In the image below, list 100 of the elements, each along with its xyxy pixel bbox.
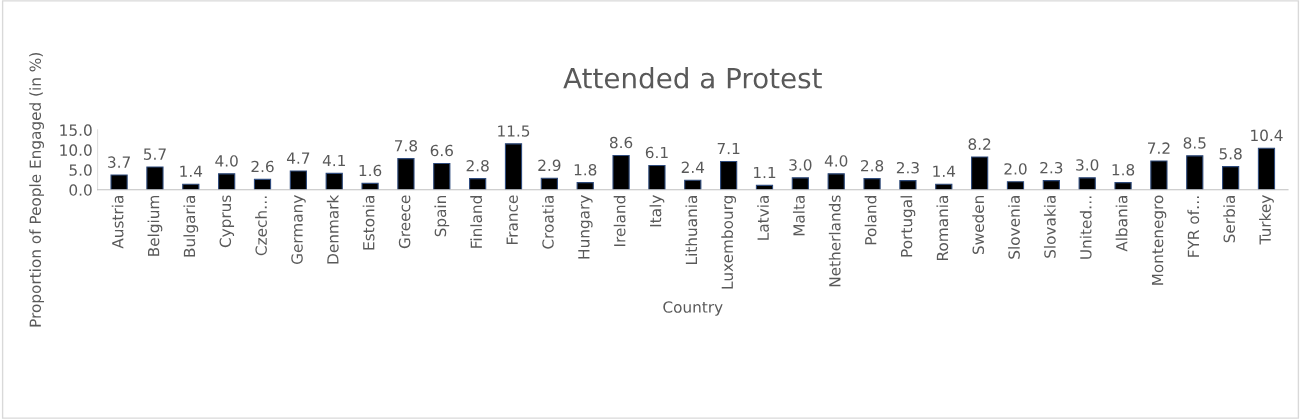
chart-title: Attended a Protest xyxy=(563,67,822,89)
bar xyxy=(433,162,451,190)
data-label: 4.1 xyxy=(322,154,345,167)
bar xyxy=(146,166,164,190)
x-tick-label: France xyxy=(506,195,518,244)
data-label: 11.5 xyxy=(498,125,530,137)
x-tick-label: Lithuania xyxy=(685,196,698,264)
bar xyxy=(1257,147,1276,190)
x-tick-label: Serbia xyxy=(1223,196,1236,243)
bar xyxy=(253,178,272,190)
data-label: 7.8 xyxy=(395,139,418,152)
x-tick-label: Latvia xyxy=(757,196,769,240)
x-tick-label: Croatia xyxy=(541,196,554,249)
x-tick-label: Finland xyxy=(470,196,483,248)
x-tick-label: Bulgaria xyxy=(183,196,199,257)
data-label: 4.0 xyxy=(824,155,848,167)
x-tick-label: Estonia xyxy=(362,196,375,250)
x-tick-label: Ireland xyxy=(613,196,626,246)
data-label: 2.3 xyxy=(896,161,919,174)
x-tick-label: Malta xyxy=(792,196,805,236)
y-tick-label: 0.0 xyxy=(69,184,92,196)
data-label: 3.0 xyxy=(1076,159,1099,171)
bar xyxy=(720,160,738,190)
x-tick-label: Spain xyxy=(434,195,450,237)
bar xyxy=(827,173,845,190)
bar xyxy=(110,174,128,190)
bar xyxy=(648,164,666,190)
bar xyxy=(540,177,558,190)
data-label: 2.9 xyxy=(538,159,561,172)
bar xyxy=(899,180,917,190)
data-label: 2.0 xyxy=(1004,163,1027,175)
x-tick-label: Turkey xyxy=(1259,195,1274,245)
x-tick-label: Romania xyxy=(936,196,949,260)
bar xyxy=(397,158,415,190)
bar xyxy=(361,182,379,190)
data-label: 1.8 xyxy=(1112,163,1135,176)
bar xyxy=(325,172,343,190)
bar xyxy=(684,179,702,190)
y-tick-label: 15.0 xyxy=(60,124,92,136)
bar xyxy=(289,170,307,190)
data-label: 1.4 xyxy=(933,165,956,177)
x-tick-label: Sweden xyxy=(972,195,985,255)
x-tick-label: Luxembourg xyxy=(721,196,737,289)
bar xyxy=(791,177,809,190)
x-tick-label: Austria xyxy=(111,196,124,249)
bar xyxy=(863,178,881,190)
data-label: 2.8 xyxy=(861,159,884,172)
data-label: 6.1 xyxy=(645,146,668,159)
data-label: 8.5 xyxy=(1183,137,1206,149)
bar xyxy=(1186,155,1204,190)
data-label: 2.6 xyxy=(251,160,274,173)
x-axis-title: Country xyxy=(663,301,723,316)
x-tick-label: Denmark xyxy=(326,194,339,264)
bar xyxy=(576,182,594,190)
bar xyxy=(1114,182,1132,190)
x-tick-label: Poland xyxy=(864,196,877,245)
data-label: 1.1 xyxy=(754,166,776,179)
x-tick-label: Netherlands xyxy=(828,195,841,287)
x-tick-label: Albania xyxy=(1115,196,1128,252)
data-label: 1.8 xyxy=(574,163,597,176)
x-tick-label: Czech… xyxy=(255,196,267,256)
bar xyxy=(1078,177,1096,190)
x-tick-label: United… xyxy=(1079,196,1092,259)
bar xyxy=(612,154,630,190)
data-label: 4.0 xyxy=(215,155,238,167)
bar xyxy=(1006,181,1025,190)
x-tick-label: FYR of… xyxy=(1187,196,1200,257)
x-tick-label: Slovenia xyxy=(1008,196,1020,259)
x-tick-label: Greece xyxy=(398,195,411,249)
x-tick-label: Montenegro xyxy=(1151,195,1167,285)
x-tick-label: Slovakia xyxy=(1043,196,1056,258)
y-tick-label: 5.0 xyxy=(69,164,92,176)
data-label: 3.0 xyxy=(789,159,812,171)
data-label: 2.4 xyxy=(681,161,705,173)
data-label: 1.4 xyxy=(180,165,203,177)
x-tick-label: Portugal xyxy=(900,196,916,257)
data-label: 7.1 xyxy=(717,142,740,155)
x-tick-label: Italy xyxy=(649,195,665,227)
data-label: 2.3 xyxy=(1040,161,1063,174)
data-label: 6.6 xyxy=(430,144,453,157)
data-label: 8.2 xyxy=(968,138,991,150)
x-tick-label: Cyprus xyxy=(219,195,235,248)
y-axis-title: Proportion of People Engaged (in %) xyxy=(29,53,45,327)
data-label: 5.8 xyxy=(1219,147,1242,160)
x-tick-label: Belgium xyxy=(147,195,163,256)
bar xyxy=(218,173,236,190)
data-label: 8.6 xyxy=(609,136,633,149)
bar xyxy=(1042,180,1060,190)
data-label: 3.7 xyxy=(108,156,130,168)
bar xyxy=(1221,166,1240,190)
bar xyxy=(1150,160,1168,190)
data-label: 4.7 xyxy=(286,152,310,164)
x-tick-label: Germany xyxy=(291,195,306,265)
data-label: 5.7 xyxy=(143,148,166,160)
data-label: 7.2 xyxy=(1148,142,1170,154)
x-tick-label: Hungary xyxy=(578,195,593,259)
bar xyxy=(469,178,487,190)
bar xyxy=(504,143,523,190)
data-label: 2.8 xyxy=(466,159,489,172)
y-tick-label: 10.0 xyxy=(60,144,92,156)
